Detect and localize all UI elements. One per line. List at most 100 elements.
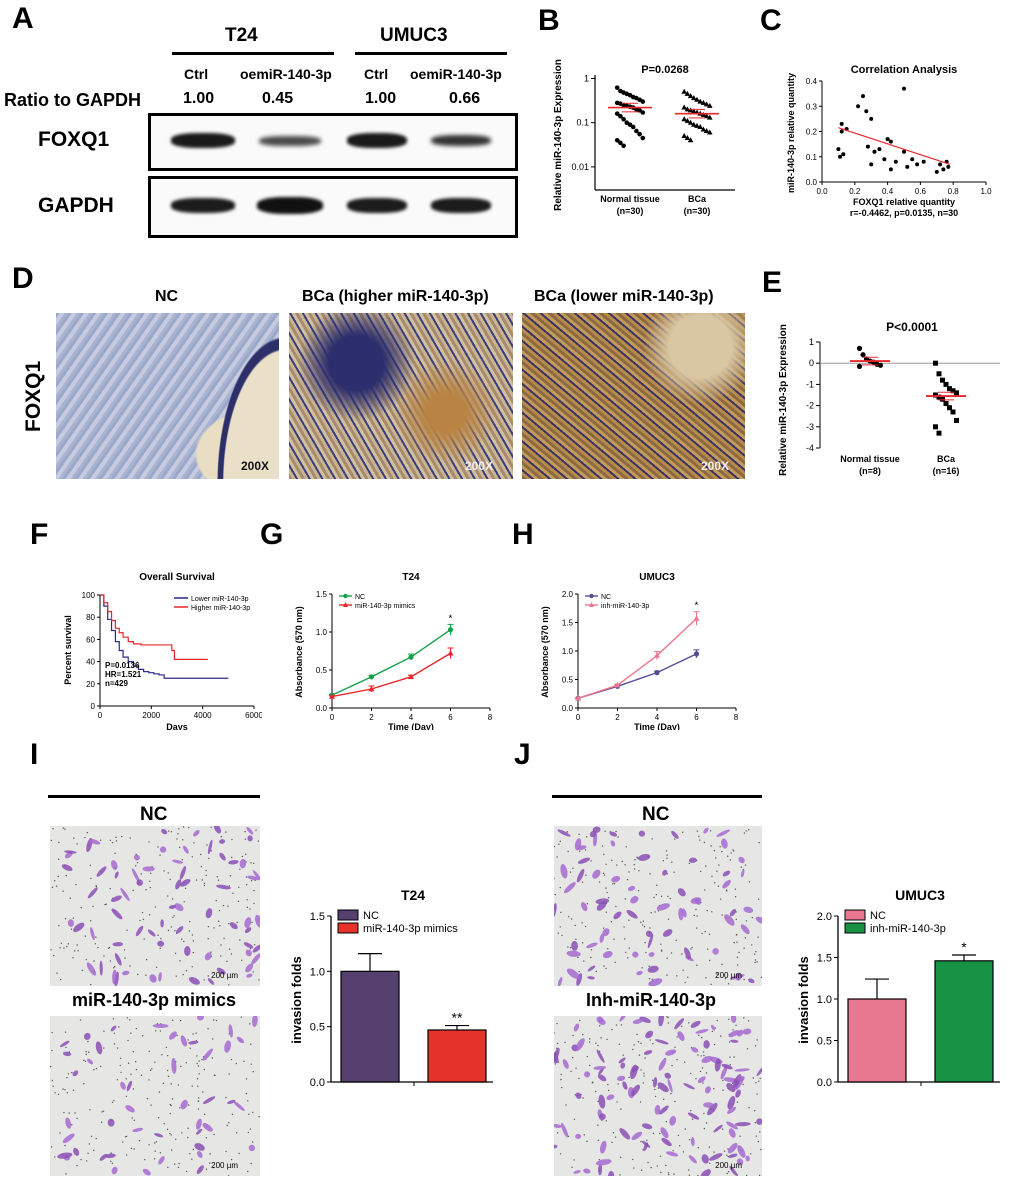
- stained-cell: [713, 1124, 723, 1133]
- membrane-pore: [605, 1120, 608, 1122]
- cell-line-t24: T24: [225, 25, 258, 46]
- stained-cell: [204, 952, 212, 961]
- membrane-pore: [578, 833, 580, 836]
- membrane-pore: [72, 1089, 75, 1091]
- membrane-pore: [70, 928, 73, 930]
- stained-cell: [111, 1166, 118, 1175]
- membrane-pore: [603, 853, 605, 856]
- stained-cell: [245, 963, 254, 973]
- band-gapdh-3: [347, 198, 407, 213]
- membrane-pore: [90, 983, 92, 986]
- membrane-pore: [185, 1062, 187, 1064]
- membrane-pore: [76, 1117, 78, 1120]
- membrane-pore: [63, 1111, 65, 1114]
- bar: [847, 998, 907, 1083]
- stained-cell: [734, 1068, 750, 1072]
- stained-cell: [729, 908, 737, 917]
- membrane-pore: [633, 868, 636, 870]
- membrane-pore: [628, 947, 630, 949]
- stained-cell: [90, 926, 95, 941]
- membrane-pore: [172, 916, 174, 918]
- panel-label-c: C: [760, 4, 782, 37]
- membrane-pore: [88, 1143, 90, 1145]
- membrane-pore: [732, 1082, 734, 1085]
- data-point: [614, 111, 620, 116]
- stained-cell: [196, 1118, 202, 1130]
- data-point: [943, 381, 949, 387]
- membrane-pore: [189, 1153, 191, 1155]
- membrane-pore: [109, 839, 112, 841]
- membrane-pore: [51, 1049, 53, 1052]
- membrane-pore: [220, 835, 222, 838]
- membrane-pore: [709, 959, 711, 962]
- membrane-pore: [708, 933, 711, 936]
- membrane-pore: [646, 1139, 648, 1142]
- data-point: [614, 85, 620, 90]
- membrane-pore: [754, 1045, 757, 1047]
- membrane-pore: [569, 946, 572, 949]
- x-tick-label: 4: [655, 713, 660, 722]
- stained-cell: [169, 1031, 177, 1040]
- membrane-pore: [644, 941, 646, 944]
- membrane-pore: [159, 854, 161, 856]
- membrane-pore: [709, 1162, 711, 1164]
- panel-j-rule: [552, 795, 762, 798]
- membrane-pore: [215, 899, 217, 902]
- membrane-pore: [727, 1148, 729, 1150]
- membrane-pore: [65, 1046, 67, 1049]
- membrane-pore: [628, 871, 630, 873]
- membrane-pore: [581, 942, 584, 944]
- membrane-pore: [572, 1034, 574, 1037]
- stained-cell: [620, 1062, 626, 1069]
- membrane-pore: [72, 917, 75, 919]
- membrane-pore: [760, 1148, 762, 1151]
- stained-cell: [657, 1082, 669, 1093]
- membrane-pore: [192, 940, 195, 942]
- ihc-image-lower: 200X: [522, 313, 745, 479]
- stained-cell: [641, 1123, 653, 1130]
- membrane-pore: [158, 1091, 161, 1093]
- transwell-i-mimics: 200 µm: [50, 1016, 260, 1176]
- magnification-nc: 200X: [240, 459, 269, 473]
- membrane-pore: [181, 859, 184, 861]
- stained-cell: [736, 1158, 744, 1166]
- membrane-pore: [675, 939, 677, 942]
- membrane-pore: [103, 1047, 105, 1049]
- legend-label: miR-140-3p mimics: [355, 603, 416, 610]
- membrane-pore: [715, 857, 717, 859]
- membrane-pore: [228, 885, 231, 887]
- x-tick-label: 2: [615, 713, 620, 722]
- stained-cell: [131, 868, 140, 883]
- membrane-pore: [153, 1158, 156, 1160]
- membrane-pore: [120, 835, 123, 838]
- membrane-pore: [665, 1164, 667, 1167]
- membrane-pore: [159, 1152, 162, 1154]
- y-tick-label: 80: [86, 613, 95, 622]
- band-foxq1-4: [431, 135, 491, 146]
- x-tick-label: 4: [409, 713, 414, 722]
- membrane-pore: [758, 1080, 760, 1082]
- membrane-pore: [643, 1075, 645, 1077]
- membrane-pore: [743, 978, 745, 981]
- membrane-pore: [652, 1132, 655, 1135]
- membrane-pore: [207, 925, 210, 928]
- membrane-pore: [740, 866, 742, 868]
- membrane-pore: [253, 944, 256, 946]
- data-point: [694, 96, 700, 102]
- stained-cell: [96, 866, 107, 877]
- membrane-pore: [667, 895, 669, 898]
- membrane-pore: [62, 827, 65, 829]
- blot-gapdh: [148, 176, 518, 238]
- membrane-pore: [71, 1071, 73, 1074]
- membrane-pore: [693, 914, 696, 917]
- stained-cell: [560, 864, 568, 879]
- stained-cell: [660, 1127, 669, 1139]
- membrane-pore: [698, 835, 700, 838]
- membrane-pore: [213, 1019, 215, 1021]
- membrane-pore: [148, 1144, 150, 1146]
- x-tick-label: 0.6: [915, 187, 927, 196]
- membrane-pore: [620, 1156, 622, 1159]
- x-tick-label: 0: [330, 713, 335, 722]
- membrane-pore: [187, 1127, 189, 1129]
- membrane-pore: [159, 947, 161, 949]
